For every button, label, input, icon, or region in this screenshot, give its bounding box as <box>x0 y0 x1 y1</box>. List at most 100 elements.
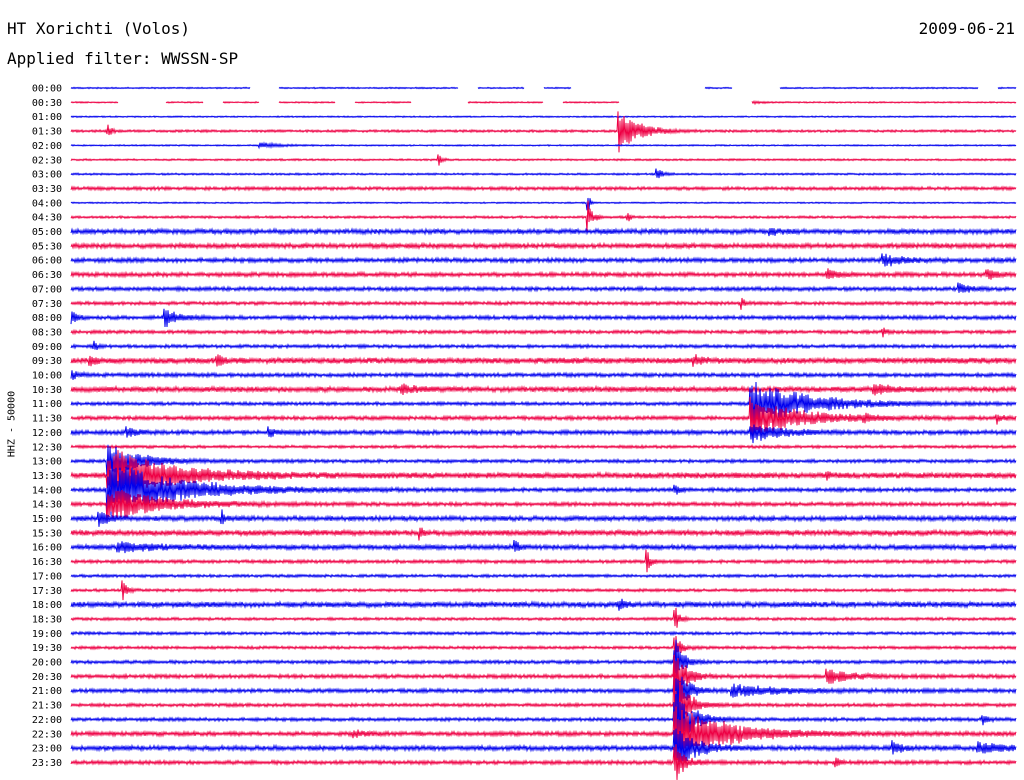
row-label-1000: 10:00 <box>32 371 62 382</box>
trace-2200 <box>70 686 1017 753</box>
trace-0000 <box>70 86 1017 90</box>
trace-1200 <box>70 424 1017 444</box>
trace-1430 <box>70 489 1017 524</box>
trace-2000 <box>70 639 1017 679</box>
row-label-0930: 09:30 <box>32 356 62 367</box>
row-label-1400: 14:00 <box>32 485 62 496</box>
trace-1400 <box>70 461 1017 516</box>
row-label-1030: 10:30 <box>32 385 62 396</box>
trace-1700 <box>70 573 1017 579</box>
trace-0930 <box>70 354 1017 367</box>
row-label-1130: 11:30 <box>32 414 62 425</box>
row-label-1800: 18:00 <box>32 600 62 611</box>
trace-0900 <box>70 340 1017 351</box>
trace-2130 <box>70 668 1017 730</box>
record-date: 2009-06-21 <box>918 19 1015 38</box>
row-label-0200: 02:00 <box>32 141 62 152</box>
row-label-1300: 13:00 <box>32 457 62 468</box>
row-label-1700: 17:00 <box>32 571 62 582</box>
row-label-1500: 15:00 <box>32 514 62 525</box>
trace-2030 <box>70 654 1017 699</box>
row-label-1230: 12:30 <box>32 442 62 453</box>
trace-1330 <box>70 450 1017 504</box>
trace-0130 <box>70 111 1017 153</box>
trace-1500 <box>70 509 1017 527</box>
trace-1000 <box>70 370 1017 380</box>
trace-1830 <box>70 607 1017 628</box>
trace-0300 <box>70 168 1017 179</box>
row-label-0030: 00:30 <box>32 98 62 109</box>
trace-0330 <box>70 185 1017 192</box>
row-label-1330: 13:30 <box>32 471 62 482</box>
row-label-1930: 19:30 <box>32 643 62 654</box>
row-label-0830: 08:30 <box>32 327 62 338</box>
trace-0400 <box>70 197 1017 211</box>
row-labels: 00:00 00:30 01:00 01:30 02:00 02:30 03:00 03:30… <box>32 84 62 769</box>
row-label-1830: 18:30 <box>32 614 62 625</box>
filter-label: Applied filter: WWSSN-SP <box>7 49 239 68</box>
trace-1530 <box>70 527 1017 541</box>
row-label-0330: 03:30 <box>32 184 62 195</box>
row-label-0530: 05:30 <box>32 241 62 252</box>
row-label-1900: 19:00 <box>32 629 62 640</box>
trace-0030 <box>70 100 1017 106</box>
trace-1030 <box>70 383 1017 396</box>
row-label-0800: 08:00 <box>32 313 62 324</box>
trace-1930 <box>70 636 1017 659</box>
row-label-0100: 01:00 <box>32 112 62 123</box>
row-label-1600: 16:00 <box>32 543 62 554</box>
row-label-0630: 06:30 <box>32 270 62 281</box>
row-label-2130: 21:30 <box>32 701 62 712</box>
trace-0630 <box>70 268 1017 280</box>
trace-0800 <box>70 308 1017 328</box>
row-label-0500: 05:00 <box>32 227 62 238</box>
trace-2300 <box>70 728 1017 766</box>
row-label-1430: 14:30 <box>32 500 62 511</box>
trace-0230 <box>70 154 1017 166</box>
trace-0830 <box>70 327 1017 338</box>
trace-1300 <box>70 444 1017 478</box>
row-label-0600: 06:00 <box>32 256 62 267</box>
trace-0700 <box>70 282 1017 293</box>
row-label-2230: 22:30 <box>32 729 62 740</box>
trace-1900 <box>70 630 1017 637</box>
trace-1100 <box>70 382 1017 427</box>
row-label-0300: 03:00 <box>32 170 62 181</box>
row-label-2300: 23:00 <box>32 744 62 755</box>
trace-0600 <box>70 253 1017 267</box>
trace-1630 <box>70 549 1017 573</box>
row-label-0400: 04:00 <box>32 198 62 209</box>
row-label-0230: 02:30 <box>32 155 62 166</box>
row-label-2000: 20:00 <box>32 658 62 669</box>
trace-2100 <box>70 674 1017 717</box>
row-label-1530: 15:30 <box>32 528 62 539</box>
row-label-2100: 21:00 <box>32 686 62 697</box>
trace-1600 <box>70 540 1017 554</box>
trace-1730 <box>70 580 1017 601</box>
trace-0500 <box>70 227 1017 237</box>
row-label-1630: 16:30 <box>32 557 62 568</box>
trace-0100 <box>70 115 1017 119</box>
station-title: HT Xorichti (Volos) <box>7 19 191 38</box>
trace-0200 <box>70 141 1017 150</box>
row-label-2330: 23:30 <box>32 758 62 769</box>
row-label-2030: 20:30 <box>32 672 62 683</box>
trace-0730 <box>70 297 1017 310</box>
row-label-0000: 00:00 <box>32 84 62 95</box>
row-label-0730: 07:30 <box>32 299 62 310</box>
trace-0530 <box>70 241 1017 251</box>
row-label-1100: 11:00 <box>32 399 62 410</box>
row-label-0700: 07:00 <box>32 284 62 295</box>
row-label-0430: 04:30 <box>32 213 62 224</box>
trace-0430 <box>70 200 1017 232</box>
row-label-1730: 17:30 <box>32 586 62 597</box>
row-label-0900: 09:00 <box>32 342 62 353</box>
trace-1130 <box>70 396 1017 438</box>
row-label-0130: 01:30 <box>32 127 62 138</box>
row-label-2200: 22:00 <box>32 715 62 726</box>
trace-1230 <box>70 443 1017 450</box>
trace-2330 <box>70 744 1017 780</box>
trace-2230 <box>70 706 1017 761</box>
traces <box>70 86 1017 780</box>
